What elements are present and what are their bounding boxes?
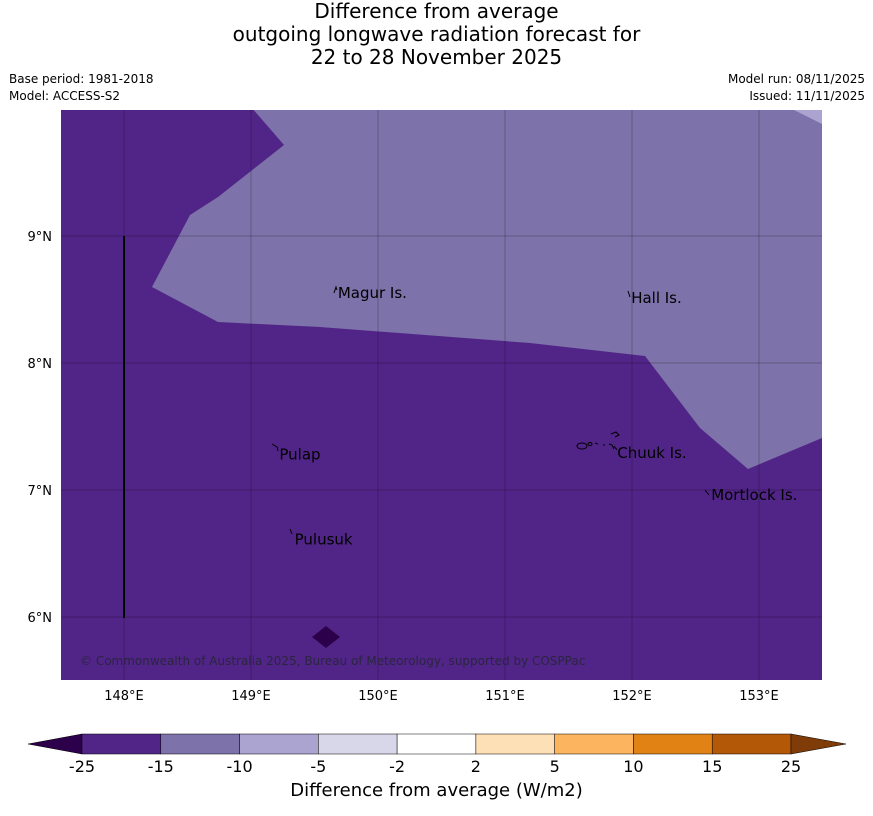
colorbar-tick-label: 10 xyxy=(623,757,643,776)
map-plot-area: Magur Is. Hall Is. Pulap Chuuk Is. Mortlock … xyxy=(61,110,822,680)
colorbar: -25 -15 -10 -5 -2 2 5 10 15 25 xyxy=(27,733,847,776)
lon-tick-label: 152°E xyxy=(612,689,652,704)
colorbar-cell xyxy=(239,733,319,755)
anomaly-minus10-to-minus5-region xyxy=(794,110,822,124)
hall-island-shape xyxy=(627,290,631,298)
colorbar-tick-label: -15 xyxy=(148,757,174,776)
lon-tick-label: 153°E xyxy=(739,689,779,704)
chuuk-lagoon-islands xyxy=(576,431,620,451)
copyright-text: © Commonwealth of Australia 2025, Bureau… xyxy=(80,654,585,668)
place-label: Pulap xyxy=(279,445,320,463)
colorbar-cell xyxy=(554,733,634,755)
mortlock-island-shape xyxy=(704,489,710,496)
title-line-2: outgoing longwave radiation forecast for xyxy=(232,22,641,46)
lon-tick-label: 149°E xyxy=(231,689,271,704)
place-label: Pulusuk xyxy=(295,531,353,549)
colorbar-title: Difference from average (W/m2) xyxy=(290,780,583,801)
base-period-text: Base period: 1981-2018 xyxy=(9,72,154,86)
lat-tick-label: 8°N xyxy=(28,357,53,372)
colorbar-labels: -25 -15 -10 -5 -2 2 5 10 15 25 xyxy=(69,757,801,776)
colorbar-cell xyxy=(81,733,162,755)
pulap-island-shape xyxy=(271,443,279,452)
colorbar-cell xyxy=(711,733,792,755)
colorbar-cell xyxy=(633,733,713,755)
colorbar-tick-label: 2 xyxy=(471,757,481,776)
anomaly-minus15-to-minus10-region xyxy=(152,110,822,469)
colorbar-tick-label: -25 xyxy=(69,757,95,776)
colorbar-cells xyxy=(81,733,792,755)
colorbar-extend-low xyxy=(27,733,83,755)
meta-left: Base period: 1981-2018 Model: ACCESS-S2 xyxy=(9,71,154,105)
colorbar-tick-label: -10 xyxy=(226,757,252,776)
issued-text: Issued: 11/11/2025 xyxy=(749,89,865,103)
colorbar-tick-label: 15 xyxy=(702,757,722,776)
colorbar-cell xyxy=(160,733,240,755)
model-run-text: Model run: 08/11/2025 xyxy=(727,72,865,86)
title-line-1: Difference from average xyxy=(314,0,559,23)
lon-tick-label: 148°E xyxy=(104,689,144,704)
map-gridlines xyxy=(61,110,822,680)
lon-tick-label: 151°E xyxy=(485,689,525,704)
lat-tick-label: 6°N xyxy=(28,611,53,626)
place-label: Mortlock Is. xyxy=(711,486,797,504)
longitude-ticks: 148°E 149°E 150°E 151°E 152°E 153°E xyxy=(104,689,779,704)
colorbar-extend-high xyxy=(790,733,847,755)
anomaly-below-minus25-patch xyxy=(312,626,340,648)
lat-tick-label: 9°N xyxy=(28,230,53,245)
island-outlines xyxy=(271,285,710,535)
lon-tick-label: 150°E xyxy=(358,689,398,704)
place-label: Magur Is. xyxy=(338,284,407,302)
magur-island-shape xyxy=(333,285,338,294)
place-labels: Magur Is. Hall Is. Pulap Chuuk Is. Mortlock … xyxy=(279,284,797,548)
title-line-3: 22 to 28 November 2025 xyxy=(310,45,563,69)
colorbar-cell xyxy=(318,733,398,755)
colorbar-tick-label: 25 xyxy=(781,757,801,776)
colorbar-cell xyxy=(396,733,477,755)
place-label: Hall Is. xyxy=(631,289,682,307)
place-label: Chuuk Is. xyxy=(617,444,686,462)
colorbar-tick-label: -5 xyxy=(310,757,326,776)
model-text: Model: ACCESS-S2 xyxy=(9,89,121,103)
meta-right: Model run: 08/11/2025 Issued: 11/11/2025 xyxy=(728,71,865,105)
colorbar-cell xyxy=(475,733,555,755)
lat-tick-label: 7°N xyxy=(28,484,53,499)
colorbar-tick-label: -2 xyxy=(389,757,405,776)
chart-title: Difference from average outgoing longwav… xyxy=(0,0,873,69)
colorbar-tick-label: 5 xyxy=(550,757,560,776)
pulusuk-island-shape xyxy=(289,528,293,535)
latitude-ticks: 9°N 8°N 7°N 6°N xyxy=(28,230,53,626)
